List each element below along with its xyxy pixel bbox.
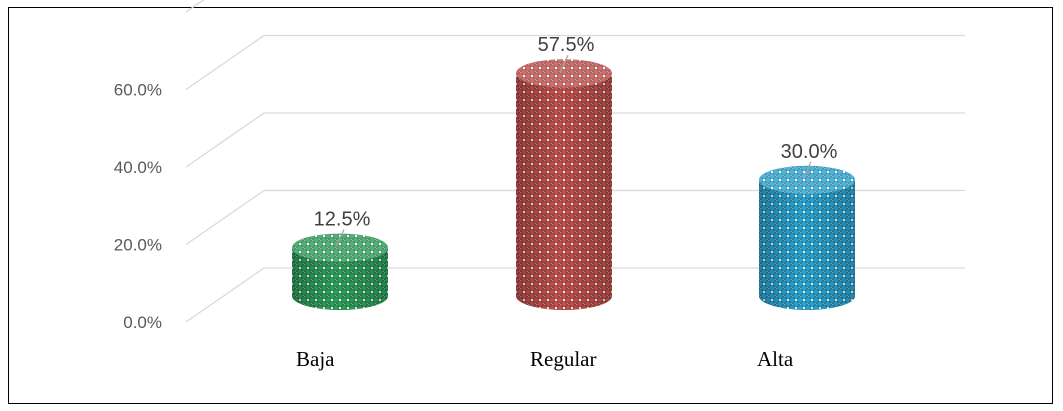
data-label: 57.5%: [538, 34, 595, 56]
gridline: [185, 34, 965, 91]
bar-regular: [516, 59, 612, 310]
y-tick-label: 40.0%: [114, 158, 162, 177]
bar-baja: [292, 233, 388, 310]
bar-alta: [759, 165, 855, 310]
leader-line: [559, 54, 569, 73]
gridline: [185, 189, 965, 246]
category-label: Regular: [530, 347, 596, 371]
y-tick-label: 20.0%: [114, 236, 162, 255]
gridline: [185, 0, 205, 13]
leader-line: [335, 229, 345, 247]
category-label: Baja: [296, 347, 335, 371]
gridline: [185, 112, 965, 168]
y-tick-label: 0.0%: [123, 313, 162, 332]
gridline: [185, 267, 965, 323]
bar-top: [759, 165, 855, 194]
category-label: Alta: [757, 347, 794, 371]
bar-top: [516, 59, 612, 88]
data-label: 12.5%: [314, 209, 371, 231]
y-tick-label: 60.0%: [114, 81, 162, 100]
bar-top: [292, 233, 388, 262]
leader-line: [802, 161, 812, 180]
data-label: 30.0%: [781, 141, 838, 163]
